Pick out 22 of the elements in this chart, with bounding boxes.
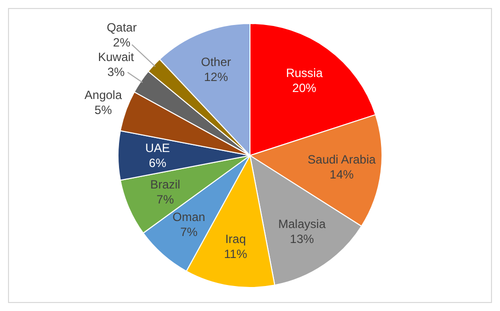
data-label: 20% bbox=[292, 81, 317, 96]
data-label: 7% bbox=[180, 225, 198, 240]
data-label: 7% bbox=[156, 192, 174, 207]
slice-label: Iraq bbox=[225, 232, 246, 246]
slice-label: UAE bbox=[145, 140, 170, 155]
data-label: 14% bbox=[330, 167, 354, 182]
data-label: 13% bbox=[290, 232, 314, 246]
slice-label: Other bbox=[200, 54, 231, 69]
data-label: 5% bbox=[94, 102, 112, 117]
slice-label: Brazil bbox=[150, 178, 180, 192]
slice-label: Angola bbox=[84, 88, 122, 102]
data-label: 6% bbox=[148, 156, 167, 170]
slice-label: Russia bbox=[286, 66, 323, 80]
data-label: 2% bbox=[113, 35, 131, 50]
slice-label: Kuwait bbox=[98, 50, 135, 64]
slice-label: Saudi Arabia bbox=[308, 152, 376, 166]
slice-label: Malaysia bbox=[278, 217, 326, 232]
data-label: 11% bbox=[224, 247, 248, 262]
slice-label: Qatar bbox=[106, 20, 137, 34]
data-label: 3% bbox=[107, 64, 126, 79]
slice-label: Oman bbox=[172, 210, 206, 224]
data-label: 12% bbox=[204, 70, 228, 84]
